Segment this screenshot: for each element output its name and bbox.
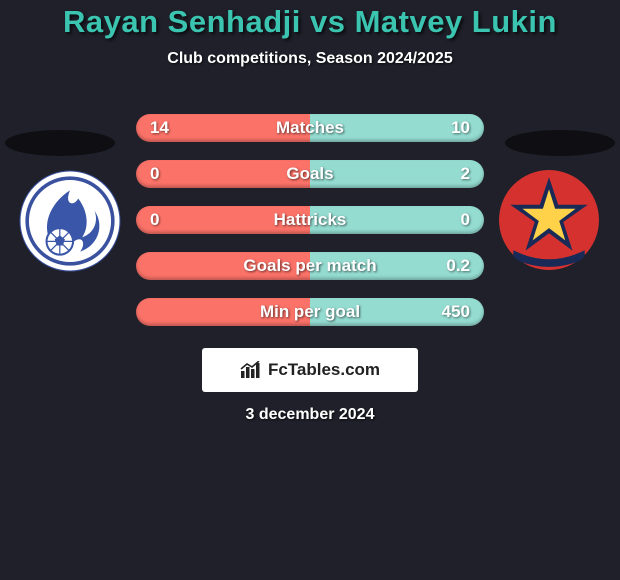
player-shadow-left bbox=[5, 130, 115, 156]
stat-value-left: 0 bbox=[150, 210, 159, 230]
stat-row: 0Hattricks0 bbox=[136, 206, 484, 234]
stat-value-left: 0 bbox=[150, 164, 159, 184]
page-title: Rayan Senhadji vs Matvey Lukin bbox=[0, 4, 620, 40]
stat-label: Goals bbox=[136, 164, 484, 184]
branding-badge[interactable]: FcTables.com bbox=[202, 348, 418, 392]
stat-value-right: 0 bbox=[461, 210, 470, 230]
stat-row: 0Goals2 bbox=[136, 160, 484, 188]
club-logo-right bbox=[498, 169, 600, 271]
branding-text: FcTables.com bbox=[268, 360, 380, 380]
stat-label: Matches bbox=[136, 118, 484, 138]
club-logo-left bbox=[19, 170, 121, 272]
stat-label: Goals per match bbox=[136, 256, 484, 276]
stat-value-right: 0.2 bbox=[446, 256, 470, 276]
bar-chart-icon bbox=[240, 361, 262, 379]
subtitle: Club competitions, Season 2024/2025 bbox=[0, 50, 620, 68]
stat-value-left: 14 bbox=[150, 118, 169, 138]
stat-row: Min per goal450 bbox=[136, 298, 484, 326]
player-shadow-right bbox=[505, 130, 615, 156]
comparison-infographic: Rayan Senhadji vs Matvey Lukin Club comp… bbox=[0, 0, 620, 580]
stats-list: 14Matches100Goals20Hattricks0Goals per m… bbox=[136, 114, 484, 326]
stat-value-right: 10 bbox=[451, 118, 470, 138]
stat-label: Hattricks bbox=[136, 210, 484, 230]
generation-date: 3 december 2024 bbox=[0, 406, 620, 424]
stat-value-right: 2 bbox=[461, 164, 470, 184]
stat-row: 14Matches10 bbox=[136, 114, 484, 142]
stat-label: Min per goal bbox=[136, 302, 484, 322]
stat-value-right: 450 bbox=[442, 302, 470, 322]
stat-row: Goals per match0.2 bbox=[136, 252, 484, 280]
